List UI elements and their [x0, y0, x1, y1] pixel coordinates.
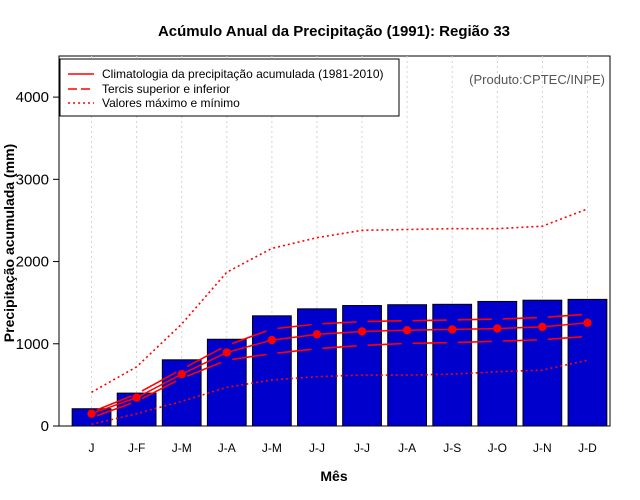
- x-tick-label: J-A: [398, 441, 416, 455]
- extreme-line: [91, 359, 588, 426]
- chart-title: Acúmulo Anual da Precipitação (1991): Re…: [158, 23, 510, 40]
- tercile-segment: [141, 371, 177, 392]
- climatology-line: [91, 322, 588, 415]
- bar: [251, 315, 292, 427]
- tercile-segment: [141, 380, 177, 400]
- legend-box: [59, 58, 400, 117]
- tercile-segment: [322, 321, 357, 325]
- climatology-point: [222, 348, 231, 357]
- tercile-segment: [457, 318, 492, 321]
- x-tick-label: J-D: [578, 441, 597, 455]
- line-series: [87, 208, 592, 426]
- tercile-segment: [96, 402, 132, 417]
- tercile-segment: [231, 330, 267, 345]
- x-tick-label: J-S: [443, 441, 461, 455]
- climatology-point: [132, 393, 141, 402]
- tercile-segment: [412, 341, 447, 345]
- bar: [206, 338, 247, 427]
- bar: [297, 308, 337, 427]
- tercile-segment: [277, 323, 312, 330]
- tercile-segment: [412, 319, 447, 322]
- tercile-segment: [186, 361, 222, 377]
- x-tick-label: J-O: [488, 441, 507, 455]
- tercile-segment: [367, 342, 402, 346]
- y-axis-label: Precipitação acumulada (mm): [1, 144, 17, 342]
- climatology-point: [312, 330, 322, 339]
- climatology-point: [538, 322, 547, 332]
- legend-label: Climatologia da precipitação acumulada (…: [102, 67, 384, 81]
- tercile-segment: [232, 353, 267, 361]
- legend-label: Tercis superior e inferior: [102, 82, 230, 96]
- bar: [161, 359, 202, 427]
- climatology-point: [87, 409, 96, 418]
- legend: Climatologia da precipitação acumulada (…: [59, 58, 400, 117]
- x-tick-label: J-J: [354, 441, 370, 455]
- tercile-segment: [502, 339, 537, 342]
- bar: [387, 304, 428, 427]
- x-tick-label: J-M: [172, 441, 192, 455]
- bar: [477, 300, 518, 427]
- y-tick-label: 2000: [16, 254, 49, 271]
- climatology-point: [448, 325, 457, 334]
- y-axis: 0 1000 2000 3000 4000: [16, 89, 59, 435]
- x-axis-label: Mês: [320, 468, 347, 484]
- bar: [342, 305, 382, 427]
- tercile-segment: [186, 347, 222, 368]
- climatology-point: [493, 324, 502, 333]
- tercile-segment: [367, 320, 402, 323]
- climatology-point: [402, 326, 412, 335]
- tercile-segment: [322, 345, 357, 350]
- tercile-segment: [547, 335, 583, 341]
- x-tick-label: J-M: [262, 441, 282, 455]
- x-tick-label: J-F: [128, 441, 145, 455]
- bar: [432, 303, 473, 427]
- x-axis: J J-F J-M J-A J-M J-J J-J J-A J-S J-O J-N J-D: [89, 441, 598, 455]
- climatology-point: [267, 335, 277, 345]
- x-tick-label: J-N: [533, 441, 552, 455]
- tercile-segment: [547, 313, 583, 318]
- bar: [567, 298, 608, 427]
- legend-label: Valores máximo e mínimo: [102, 96, 240, 110]
- bar: [522, 299, 563, 427]
- x-tick-label: J-J: [309, 441, 325, 455]
- tercile-segment: [277, 348, 312, 354]
- y-tick-label: 4000: [16, 89, 49, 106]
- y-tick-label: 3000: [16, 171, 49, 188]
- y-tick-label: 0: [41, 418, 49, 435]
- x-tick-label: J-A: [218, 441, 236, 455]
- tercile-segment: [96, 395, 132, 411]
- tercile-segment: [502, 316, 537, 320]
- climatology-point: [357, 327, 367, 336]
- y-tick-label: 1000: [16, 336, 49, 353]
- x-tick-label: J: [89, 441, 95, 455]
- grid-lines: [91, 56, 588, 426]
- climatology-point: [583, 318, 592, 328]
- climatology-point: [177, 370, 186, 379]
- credit-text: (Produto:CPTEC/INPE): [469, 72, 605, 87]
- tercile-segment: [457, 340, 492, 344]
